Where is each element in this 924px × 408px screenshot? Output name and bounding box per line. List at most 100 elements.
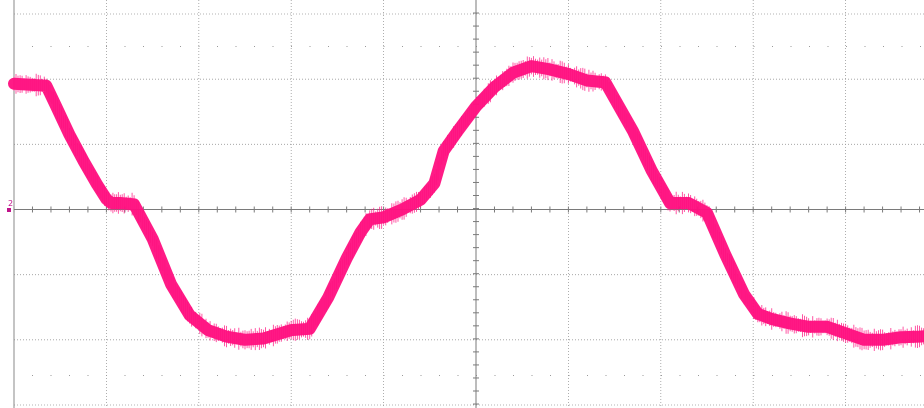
grid-dot bbox=[143, 46, 144, 47]
grid-dot bbox=[198, 375, 200, 376]
grid-dot bbox=[531, 375, 533, 376]
grid-dot bbox=[624, 46, 625, 47]
grid-dot bbox=[624, 375, 625, 376]
grid-dot bbox=[309, 375, 311, 376]
grid-dot bbox=[513, 375, 514, 376]
channel-marker-label: 2 bbox=[8, 199, 13, 208]
grid-dot bbox=[217, 375, 218, 376]
grid-dot bbox=[69, 375, 70, 376]
grid-dot bbox=[87, 46, 89, 47]
grid-dot bbox=[161, 375, 163, 376]
grid-dot bbox=[124, 46, 126, 47]
grid-dot bbox=[827, 375, 829, 376]
grid-dot bbox=[457, 46, 459, 47]
grid-dot bbox=[698, 46, 699, 47]
channel-marker: 2 bbox=[7, 199, 13, 212]
grid-dot bbox=[790, 46, 792, 47]
center-axes bbox=[13, 0, 924, 408]
grid-dot bbox=[106, 375, 107, 376]
grid-dot bbox=[198, 46, 200, 47]
grid-dot bbox=[772, 46, 773, 47]
grid-dot bbox=[383, 46, 385, 47]
grid-dot bbox=[161, 46, 163, 47]
grid-dot bbox=[494, 375, 496, 376]
grid-dot bbox=[901, 375, 903, 376]
grid-dot bbox=[272, 46, 274, 47]
grid-dot bbox=[753, 46, 755, 47]
grid-dot bbox=[901, 46, 903, 47]
grid-dot bbox=[106, 46, 107, 47]
waveform-trace bbox=[8, 56, 924, 351]
grid-dot bbox=[679, 375, 681, 376]
channel-marker-swatch bbox=[7, 208, 11, 212]
grid-dot bbox=[235, 46, 237, 47]
grid-dot bbox=[809, 375, 810, 376]
grid-dot bbox=[402, 46, 403, 47]
grid-dot bbox=[346, 375, 348, 376]
grid-dot bbox=[883, 375, 884, 376]
grid-dot bbox=[864, 46, 866, 47]
grid-dot bbox=[661, 375, 662, 376]
grid-dot bbox=[605, 375, 607, 376]
grid-dot bbox=[32, 46, 33, 47]
grid-dot bbox=[587, 46, 588, 47]
grid-dot bbox=[642, 375, 644, 376]
grid-dot bbox=[328, 46, 329, 47]
grid-dot bbox=[143, 375, 144, 376]
grid-dot bbox=[291, 46, 292, 47]
grid-dot bbox=[32, 375, 33, 376]
grid-dot bbox=[809, 46, 810, 47]
grid-dot bbox=[383, 375, 385, 376]
grid-dot bbox=[87, 375, 89, 376]
grid-dot bbox=[827, 46, 829, 47]
grid-dot bbox=[661, 46, 662, 47]
grid-dot bbox=[550, 375, 551, 376]
grid-dot bbox=[920, 46, 921, 47]
grid-dot bbox=[735, 375, 736, 376]
grid-dot bbox=[716, 46, 718, 47]
grid-dot bbox=[124, 375, 126, 376]
grid-dot bbox=[494, 46, 496, 47]
grid-dot bbox=[50, 46, 52, 47]
grid-dot bbox=[235, 375, 237, 376]
grid-dot bbox=[883, 46, 884, 47]
grid-dot bbox=[420, 375, 422, 376]
grid-dot bbox=[513, 46, 514, 47]
grid-dot bbox=[920, 375, 921, 376]
grid-dot bbox=[217, 46, 218, 47]
grid-dot bbox=[790, 375, 792, 376]
waveform-line bbox=[8, 60, 924, 346]
grid-dot bbox=[365, 375, 366, 376]
grid-dot bbox=[346, 46, 348, 47]
grid-dot bbox=[642, 46, 644, 47]
grid-dot bbox=[753, 375, 755, 376]
grid-dot bbox=[457, 375, 459, 376]
grid-dot bbox=[846, 375, 847, 376]
grid-dot bbox=[864, 375, 866, 376]
grid-dot bbox=[69, 46, 70, 47]
grid-dot bbox=[772, 375, 773, 376]
grid-dot bbox=[568, 375, 570, 376]
grid-dot bbox=[365, 46, 366, 47]
grid-dot bbox=[439, 46, 440, 47]
grid-dot bbox=[328, 375, 329, 376]
grid-dot bbox=[605, 46, 607, 47]
grid-dot bbox=[291, 375, 292, 376]
waveform-noise bbox=[13, 56, 924, 351]
grid-dot bbox=[309, 46, 311, 47]
grid-dot bbox=[402, 375, 403, 376]
grid-dot bbox=[698, 375, 699, 376]
grid-dot bbox=[735, 46, 736, 47]
grid-dot bbox=[531, 46, 533, 47]
grid-dot bbox=[254, 375, 255, 376]
grid-dot bbox=[180, 375, 181, 376]
grid-dot bbox=[272, 375, 274, 376]
grid-dot bbox=[550, 46, 551, 47]
grid-dot bbox=[439, 375, 440, 376]
grid-dot bbox=[716, 375, 718, 376]
grid-dot bbox=[587, 375, 588, 376]
grid-dot bbox=[568, 46, 570, 47]
grid-dot bbox=[679, 46, 681, 47]
grid-dot bbox=[846, 46, 847, 47]
